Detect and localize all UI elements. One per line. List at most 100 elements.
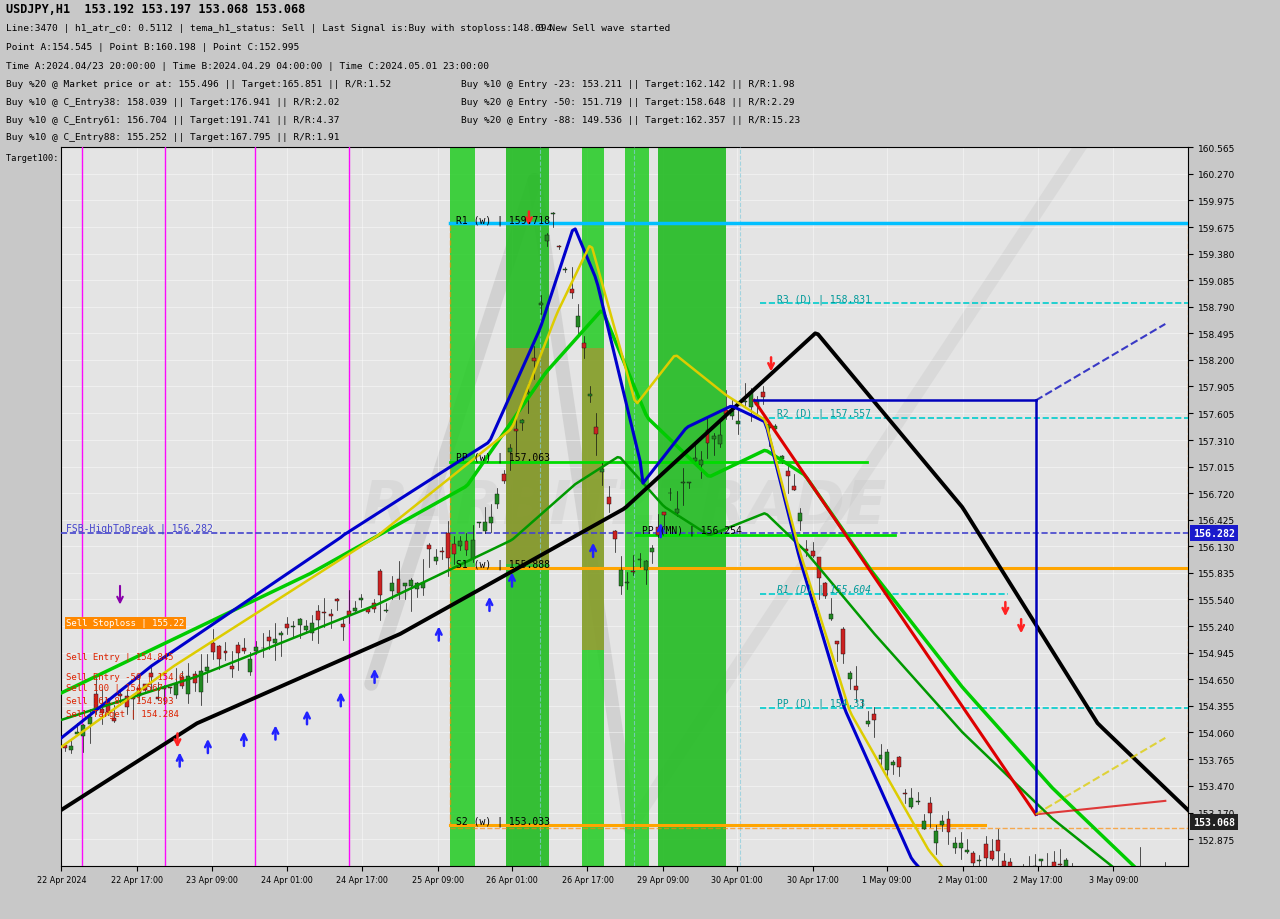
Bar (576, 316, 580, 328)
Bar (124, 697, 128, 708)
Bar (1033, 867, 1037, 870)
Text: 153.068: 153.068 (1193, 817, 1235, 827)
Bar (366, 609, 370, 612)
Bar (161, 687, 165, 689)
Bar (1138, 873, 1142, 879)
Bar (465, 541, 468, 550)
Bar (69, 745, 73, 750)
Bar (507, 148, 549, 866)
Bar (792, 486, 796, 491)
Bar (310, 624, 314, 633)
Bar (371, 603, 376, 609)
Bar (335, 599, 339, 602)
Bar (192, 674, 197, 683)
Text: R2 (D) | 157.557: R2 (D) | 157.557 (777, 408, 870, 419)
Text: Buy %10 @ C_Entry38: 158.039 || Target:176.941 || R/R:2.02: Buy %10 @ C_Entry38: 158.039 || Target:1… (6, 97, 340, 107)
Text: Point A:154.545 | Point B:160.198 | Point C:152.995: Point A:154.545 | Point B:160.198 | Poin… (6, 43, 300, 51)
Bar (613, 531, 617, 539)
Bar (550, 214, 556, 215)
Bar (483, 522, 486, 531)
Bar (1083, 873, 1087, 875)
Bar (904, 793, 908, 794)
Bar (946, 819, 951, 832)
Bar (255, 647, 259, 652)
Bar (340, 624, 344, 627)
Bar (1015, 875, 1019, 886)
Bar (316, 611, 320, 620)
Bar (1002, 861, 1006, 866)
Text: Target100: 158.648 || Target 161: 162.142 || Target 261: 167.795 || Target 423: : Target100: 158.648 || Target 161: 162.14… (6, 153, 746, 163)
Text: Buy %20 @ Market price or at: 155.496 || Target:165.851 || R/R:1.52: Buy %20 @ Market price or at: 155.496 ||… (6, 80, 392, 89)
Bar (113, 719, 116, 721)
Bar (804, 550, 809, 552)
Text: Sell Target | 154.284: Sell Target | 154.284 (67, 709, 179, 719)
Bar (515, 429, 518, 432)
Text: Buy %10 @ C_Entry61: 156.704 || Target:191.741 || R/R:4.37: Buy %10 @ C_Entry61: 156.704 || Target:1… (6, 116, 340, 124)
Bar (582, 343, 586, 348)
Bar (767, 425, 772, 428)
Bar (817, 558, 820, 579)
Bar (1009, 863, 1012, 868)
Bar (1107, 885, 1111, 895)
Text: Line:3470 | h1_atr_c0: 0.5112 | tema_h1_status: Sell | Last Signal is:Buy with s: Line:3470 | h1_atr_c0: 0.5112 | tema_h1_… (6, 24, 553, 33)
Bar (408, 581, 413, 586)
Bar (854, 686, 858, 690)
Bar (749, 392, 753, 407)
Text: Sell Stoploss | 155.22: Sell Stoploss | 155.22 (67, 618, 184, 628)
Bar (180, 677, 184, 686)
Bar (836, 641, 840, 645)
Text: 156.282: 156.282 (1193, 528, 1235, 538)
Bar (63, 745, 67, 748)
Bar (532, 358, 536, 362)
Bar (428, 545, 431, 550)
Bar (786, 471, 790, 477)
Bar (224, 651, 228, 653)
Bar (959, 844, 963, 848)
Text: FSB-HighToBreak | 156.282: FSB-HighToBreak | 156.282 (67, 524, 212, 534)
Bar (705, 430, 709, 444)
Bar (780, 457, 783, 460)
Bar (983, 844, 988, 858)
Bar (471, 540, 475, 559)
Bar (755, 401, 759, 406)
Bar (211, 643, 215, 652)
Bar (198, 671, 202, 692)
Bar (1070, 871, 1074, 877)
Bar (1052, 862, 1056, 875)
Bar (279, 633, 283, 636)
Bar (823, 584, 827, 596)
Bar (773, 426, 777, 429)
Bar (891, 762, 895, 765)
Bar (1132, 909, 1135, 910)
Bar (489, 517, 493, 523)
Bar (847, 674, 851, 679)
Bar (620, 571, 623, 586)
Bar (205, 667, 209, 671)
Bar (390, 584, 394, 591)
Bar (1162, 873, 1167, 875)
Bar (242, 649, 246, 652)
Bar (403, 584, 407, 587)
Bar (440, 551, 444, 553)
Bar (218, 646, 221, 659)
Bar (867, 721, 870, 724)
Bar (718, 436, 722, 445)
Bar (353, 608, 357, 611)
Text: RARBITZTRADE: RARBITZTRADE (362, 477, 887, 537)
Bar (458, 541, 462, 547)
Bar (799, 513, 803, 521)
Text: PP (D) | 154.33: PP (D) | 154.33 (777, 698, 865, 709)
Text: S1 (w) | 155.888: S1 (w) | 155.888 (456, 559, 549, 569)
Bar (724, 411, 728, 414)
Bar (150, 674, 154, 677)
Bar (989, 851, 993, 859)
Bar (187, 675, 191, 694)
Bar (730, 411, 735, 416)
Bar (625, 148, 649, 866)
Bar (694, 459, 698, 461)
Bar (329, 614, 333, 617)
Bar (884, 753, 888, 770)
Text: S2 (w) | 153.033: S2 (w) | 153.033 (456, 815, 549, 826)
Bar (996, 841, 1000, 851)
Bar (106, 698, 110, 712)
